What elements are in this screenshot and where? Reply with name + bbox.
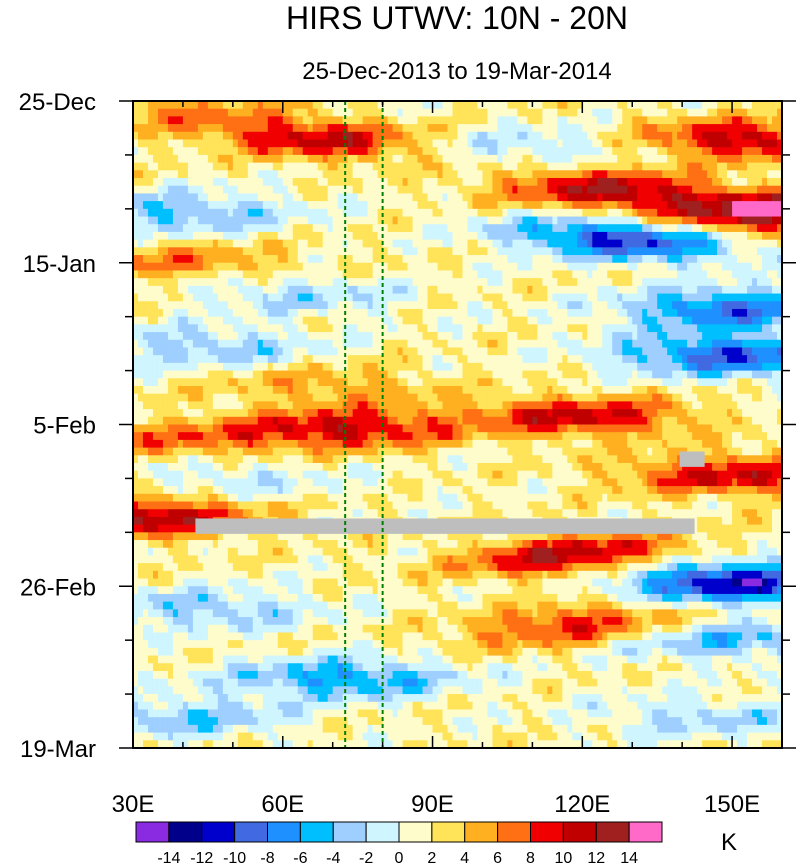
colorbar-label-2: -10 xyxy=(223,850,246,863)
x-tick-label-4: 150E xyxy=(704,791,760,818)
colorbar-label-1: -12 xyxy=(190,850,213,863)
colorbar-swatch-7 xyxy=(365,821,400,843)
missing-data-block-0 xyxy=(195,518,695,534)
y-tick-label-3: 26-Feb xyxy=(20,574,96,601)
x-tick-label-3: 120E xyxy=(554,791,610,818)
colorbar-swatch-5 xyxy=(299,821,334,843)
colorbar-label-13: 12 xyxy=(587,850,605,863)
colorbar-swatch-10 xyxy=(464,821,499,843)
y-tick-label-4: 19-Mar xyxy=(20,736,96,763)
colorbar-swatch-0 xyxy=(135,821,170,843)
y-tick-label-2: 5-Feb xyxy=(33,413,96,440)
colorbar-swatch-3 xyxy=(234,821,268,843)
colorbar-swatch-11 xyxy=(497,821,531,843)
colorbar-label-11: 8 xyxy=(526,850,535,863)
chart-subtitle: 25-Dec-2013 to 19-Mar-2014 xyxy=(302,58,612,85)
x-tick-label-0: 30E xyxy=(112,791,155,818)
axes: 30E 60E 90E 120E 150E 25-Dec 15-Jan 5-Feb 26-Feb… xyxy=(19,89,796,818)
colorbar-label-6: -2 xyxy=(359,850,373,863)
colorbar-swatch-8 xyxy=(398,821,433,843)
colorbar-swatch-9 xyxy=(431,821,466,843)
y-tick-label-1: 15-Jan xyxy=(23,251,96,278)
colorbar-swatch-12 xyxy=(530,821,564,843)
colorbar-swatch-2 xyxy=(201,821,236,843)
chart-title: HIRS UTWV: 10N - 20N xyxy=(286,0,628,36)
colorbar-swatch-15 xyxy=(628,821,663,843)
colorbar-swatch-6 xyxy=(332,821,367,843)
y-tick-label-0: 25-Dec xyxy=(19,89,96,116)
colorbar-label-5: -4 xyxy=(326,850,340,863)
plot-area xyxy=(133,101,783,749)
colorbar-swatch-4 xyxy=(267,821,301,843)
colorbar-label-8: 2 xyxy=(427,850,436,863)
heatmap-cells xyxy=(133,101,783,749)
colorbar-label-12: 10 xyxy=(554,850,572,863)
colorbar-swatch-14 xyxy=(595,821,630,843)
colorbar-swatch-13 xyxy=(562,821,597,843)
colorbar-label-0: -14 xyxy=(157,850,180,863)
colorbar-swatch-1 xyxy=(168,821,203,843)
colorbar: -14 -12 -10 -8 -6 -4 -2 0 2 4 6 8 10 12 14 xyxy=(135,821,663,863)
x-tick-label-1: 60E xyxy=(261,791,304,818)
x-tick-label-2: 90E xyxy=(411,791,454,818)
colorbar-unit-label: K xyxy=(721,829,737,856)
colorbar-label-10: 6 xyxy=(493,850,502,863)
colorbar-label-14: 14 xyxy=(620,850,638,863)
colorbar-label-4: -6 xyxy=(293,850,307,863)
colorbar-label-9: 4 xyxy=(460,850,469,863)
missing-data-block-1 xyxy=(679,451,705,467)
colorbar-label-7: 0 xyxy=(395,850,404,863)
colorbar-label-3: -8 xyxy=(260,850,274,863)
